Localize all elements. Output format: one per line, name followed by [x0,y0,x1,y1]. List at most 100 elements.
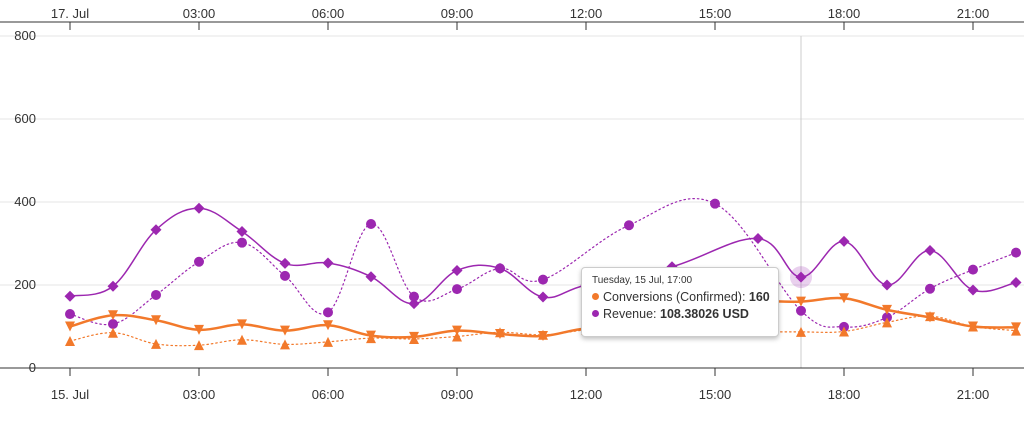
data-point-conversions-current[interactable] [839,293,849,304]
data-point-conversions-comparison[interactable] [409,333,419,344]
data-point-conversions-comparison[interactable] [1011,325,1021,336]
data-point-conversions-current[interactable] [323,320,333,331]
data-point-conversions-comparison[interactable] [237,334,247,345]
data-point-conversions-comparison[interactable] [65,336,75,347]
data-point-revenue-current[interactable] [279,257,291,269]
tooltip-title: Tuesday, 15 Jul, 17:00 [592,275,693,286]
data-point-conversions-comparison[interactable] [151,338,161,349]
data-point-revenue-comparison[interactable] [323,307,333,318]
y-tick-label: 200 [14,277,36,292]
data-point-conversions-comparison[interactable] [968,321,978,332]
x-tick-label-bottom: 06:00 [312,387,345,402]
data-point-revenue-current[interactable] [236,225,248,237]
data-point-conversions-current[interactable] [280,325,290,336]
axes: 020040060080015. Jul03:0006:0009:0012:00… [0,6,1024,402]
x-tick-label-bottom: 15. Jul [51,387,89,402]
data-point-conversions-comparison[interactable] [108,327,118,338]
x-tick-label-bottom: 12:00 [570,387,603,402]
data-point-revenue-current[interactable] [451,264,463,276]
data-point-conversions-comparison[interactable] [194,340,204,351]
x-tick-label-bottom: 18:00 [828,387,861,402]
data-point-revenue-comparison[interactable] [280,270,290,281]
data-point-revenue-current[interactable] [193,202,205,214]
data-point-revenue-comparison[interactable] [796,305,806,316]
data-point-conversions-current[interactable] [452,325,462,336]
data-point-revenue-current[interactable] [64,290,76,302]
data-point-conversions-comparison[interactable] [323,336,333,347]
data-point-revenue-comparison[interactable] [452,284,462,295]
data-point-revenue-current[interactable] [752,233,764,245]
tooltip-conversions-value: 160 [748,290,770,304]
x-tick-label-bottom: 15:00 [699,387,732,402]
markers-layer[interactable] [64,198,1022,351]
data-point-conversions-current[interactable] [796,296,806,307]
tooltip-revenue-label: Revenue [603,307,654,321]
series-layer [68,198,1018,347]
data-point-revenue-current[interactable] [967,284,979,296]
data-point-revenue-comparison[interactable] [495,263,505,274]
data-point-revenue-comparison[interactable] [624,220,634,231]
data-point-revenue-current[interactable] [924,245,936,257]
data-point-conversions-comparison[interactable] [796,326,806,337]
data-point-revenue-comparison[interactable] [366,218,376,229]
x-tick-label-top: 09:00 [441,6,474,21]
data-point-revenue-current[interactable] [107,280,119,292]
data-point-revenue-comparison[interactable] [65,309,75,320]
data-point-revenue-current[interactable] [365,271,377,283]
x-tick-label-top: 18:00 [828,6,861,21]
data-point-revenue-comparison[interactable] [409,291,419,302]
series-line-revenue-current [69,207,1017,305]
x-tick-label-bottom: 21:00 [957,387,990,402]
tooltip-row-revenue: Revenue: 108.38026 USD [592,306,768,323]
data-point-revenue-current[interactable] [322,257,334,269]
data-point-revenue-comparison[interactable] [151,289,161,300]
data-point-conversions-comparison[interactable] [839,326,849,337]
data-point-conversions-current[interactable] [237,319,247,330]
y-tick-label: 600 [14,111,36,126]
data-point-revenue-comparison[interactable] [710,198,720,209]
data-point-conversions-comparison[interactable] [882,317,892,328]
data-point-conversions-current[interactable] [108,310,118,321]
data-point-conversions-comparison[interactable] [538,329,548,340]
data-point-revenue-current[interactable] [881,279,893,291]
data-point-revenue-comparison[interactable] [925,283,935,294]
data-point-revenue-comparison[interactable] [108,319,118,330]
conversions-dot-icon [592,293,599,301]
data-point-revenue-current[interactable] [150,224,162,236]
data-point-revenue-current[interactable] [408,298,420,310]
data-point-conversions-comparison[interactable] [366,333,376,344]
data-point-conversions-comparison[interactable] [452,331,462,342]
data-point-conversions-current[interactable] [194,324,204,335]
data-point-revenue-current[interactable] [838,235,850,247]
tooltip: Tuesday, 15 Jul, 17:00 Conversions (Conf… [581,267,779,337]
x-tick-label-top: 12:00 [570,6,603,21]
x-tick-label-bottom: 09:00 [441,387,474,402]
series-line-revenue-comparison [69,198,1017,328]
grid-lines [0,35,1024,368]
data-point-conversions-comparison[interactable] [925,311,935,322]
data-point-conversions-current[interactable] [151,315,161,326]
tooltip-row-conversions: Conversions (Confirmed): 160 [592,289,770,306]
data-point-conversions-comparison[interactable] [495,327,505,338]
x-tick-label-top: 06:00 [312,6,345,21]
x-tick-label-top: 17. Jul [51,6,89,21]
data-point-conversions-current[interactable] [65,321,75,332]
data-point-revenue-current[interactable] [537,291,549,303]
data-point-conversions-comparison[interactable] [280,339,290,350]
x-tick-label-top: 03:00 [183,6,216,21]
data-point-revenue-comparison[interactable] [538,274,548,285]
data-point-revenue-current[interactable] [1010,277,1022,289]
tooltip-conversions-label: Conversions (Confirmed) [603,290,742,304]
x-tick-label-top: 15:00 [699,6,732,21]
revenue-dot-icon [592,310,599,318]
data-point-revenue-current[interactable] [795,271,807,283]
x-tick-label-bottom: 03:00 [183,387,216,402]
data-point-revenue-comparison[interactable] [968,264,978,275]
y-tick-label: 400 [14,194,36,209]
data-point-revenue-comparison[interactable] [237,237,247,248]
data-point-conversions-current[interactable] [882,304,892,315]
tooltip-revenue-value: 108.38026 USD [660,307,749,321]
data-point-revenue-comparison[interactable] [194,256,204,267]
data-point-revenue-comparison[interactable] [1011,247,1021,258]
